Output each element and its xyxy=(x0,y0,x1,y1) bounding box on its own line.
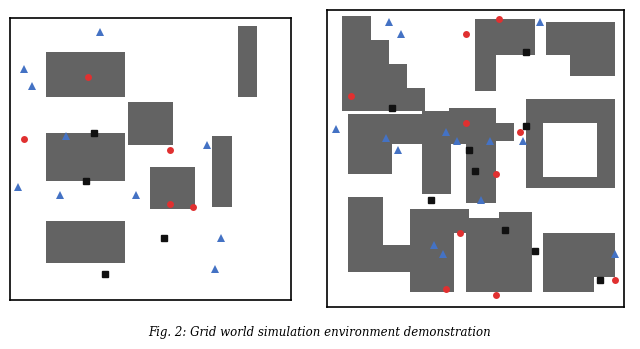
Bar xyxy=(547,55,570,76)
Bar xyxy=(128,103,173,145)
Bar xyxy=(475,55,496,91)
Bar xyxy=(594,277,614,292)
Bar xyxy=(499,212,532,233)
Bar xyxy=(496,123,514,141)
Bar xyxy=(543,123,597,177)
Bar xyxy=(467,109,496,203)
Bar xyxy=(547,52,567,76)
Bar xyxy=(342,40,389,64)
Text: Fig. 2: Grid world simulation environment demonstration: Fig. 2: Grid world simulation environmen… xyxy=(148,326,492,339)
Bar xyxy=(547,22,614,76)
Bar xyxy=(212,136,232,207)
Bar xyxy=(410,209,469,233)
Bar xyxy=(342,64,407,88)
Bar xyxy=(547,22,614,76)
Bar xyxy=(525,99,614,188)
Bar xyxy=(348,245,422,272)
Bar xyxy=(150,167,195,209)
Bar xyxy=(348,198,383,272)
Bar xyxy=(342,16,371,40)
Bar xyxy=(237,27,257,97)
Bar xyxy=(422,111,475,135)
Bar xyxy=(410,209,454,292)
Bar xyxy=(348,114,422,144)
Bar xyxy=(46,133,125,181)
Bar xyxy=(46,221,125,263)
Bar xyxy=(475,20,534,55)
Bar xyxy=(467,218,532,292)
Bar xyxy=(543,233,614,292)
Bar xyxy=(449,108,467,144)
Bar xyxy=(348,114,392,174)
Bar xyxy=(46,52,125,97)
Bar xyxy=(342,88,425,111)
Bar xyxy=(422,111,451,194)
